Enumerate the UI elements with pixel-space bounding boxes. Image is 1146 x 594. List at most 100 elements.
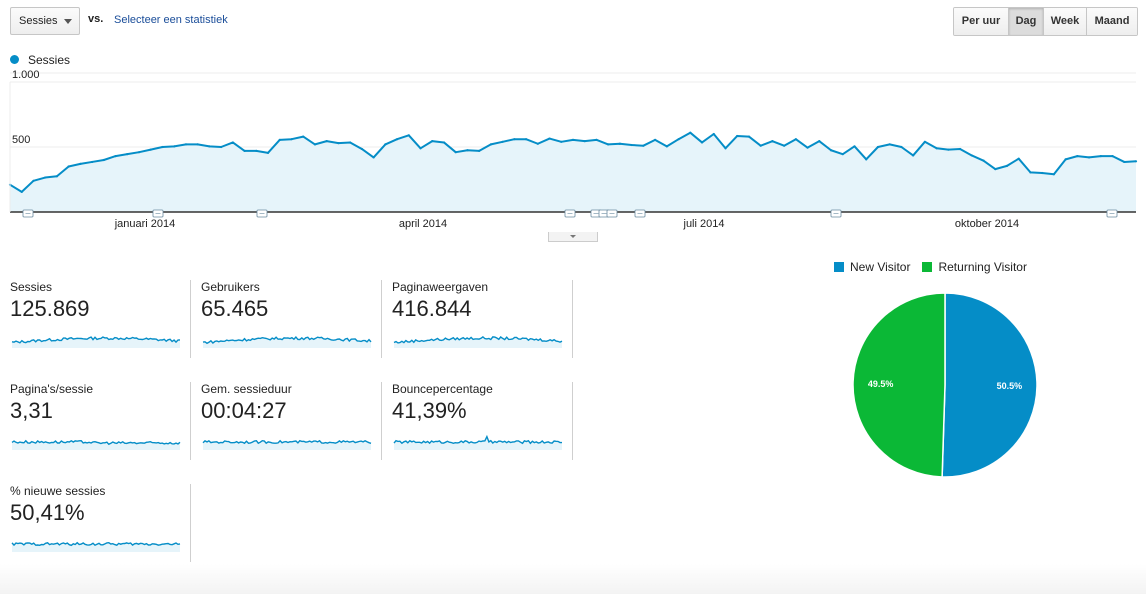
data-point[interactable]: [290, 138, 293, 141]
data-point[interactable]: [712, 132, 715, 136]
data-point[interactable]: [853, 145, 856, 148]
data-point[interactable]: [970, 154, 973, 157]
data-point[interactable]: [958, 147, 962, 151]
metric-select[interactable]: Sessies: [10, 7, 80, 35]
data-point[interactable]: [654, 138, 657, 141]
data-point[interactable]: [325, 140, 328, 143]
data-point[interactable]: [994, 168, 997, 171]
data-point[interactable]: [912, 154, 915, 157]
data-point[interactable]: [747, 135, 751, 138]
data-point[interactable]: [571, 138, 575, 141]
data-point[interactable]: [1111, 155, 1114, 158]
data-point[interactable]: [137, 151, 141, 154]
data-point[interactable]: [947, 148, 950, 151]
data-point[interactable]: [1017, 157, 1020, 160]
scorecard-pageviews[interactable]: Paginaweergaven 416.844: [392, 280, 564, 358]
data-point[interactable]: [360, 147, 363, 151]
data-point[interactable]: [618, 142, 622, 145]
data-point[interactable]: [55, 175, 59, 178]
data-point[interactable]: [349, 141, 352, 144]
period-month-button[interactable]: Maand: [1087, 8, 1137, 35]
period-day-button[interactable]: Dag: [1009, 8, 1044, 35]
data-point[interactable]: [243, 149, 246, 152]
data-point[interactable]: [724, 147, 727, 150]
annotation-marker-icon[interactable]: [22, 209, 34, 218]
data-point[interactable]: [196, 143, 199, 146]
data-point[interactable]: [44, 176, 47, 179]
scorecard-pages-per-session[interactable]: Pagina's/sessie 3,31: [10, 382, 182, 460]
scorecard-avg-session-duration[interactable]: Gem. sessieduur 00:04:27: [201, 382, 373, 460]
data-point[interactable]: [278, 138, 281, 141]
legend-item-returning-visitor[interactable]: Returning Visitor: [922, 260, 1027, 274]
annotation-marker-icon[interactable]: [256, 209, 268, 218]
data-point[interactable]: [865, 158, 868, 161]
data-point[interactable]: [1041, 171, 1044, 175]
scorecard-users[interactable]: Gebruikers 65.465: [201, 280, 373, 358]
data-point[interactable]: [888, 143, 891, 146]
pie-slice-returning-visitor[interactable]: [852, 292, 946, 478]
data-point[interactable]: [1064, 158, 1067, 161]
data-point[interactable]: [689, 131, 692, 134]
data-point[interactable]: [114, 155, 117, 158]
data-point[interactable]: [829, 149, 833, 152]
data-point[interactable]: [126, 153, 129, 156]
data-point[interactable]: [736, 134, 739, 138]
data-point[interactable]: [431, 140, 434, 143]
data-point[interactable]: [32, 179, 35, 182]
data-point[interactable]: [794, 138, 797, 141]
data-point[interactable]: [759, 144, 762, 147]
data-point[interactable]: [489, 143, 492, 146]
data-point[interactable]: [161, 145, 164, 149]
data-point[interactable]: [91, 160, 94, 164]
data-point[interactable]: [923, 140, 926, 143]
annotation-marker-icon[interactable]: [634, 209, 646, 218]
period-week-button[interactable]: Week: [1044, 8, 1087, 35]
data-point[interactable]: [642, 144, 645, 147]
data-point[interactable]: [783, 144, 786, 147]
data-point[interactable]: [771, 140, 774, 143]
data-point[interactable]: [255, 149, 258, 152]
data-point[interactable]: [313, 143, 317, 146]
annotation-marker-icon[interactable]: [564, 209, 576, 218]
data-point[interactable]: [173, 145, 176, 148]
data-point[interactable]: [454, 151, 457, 154]
data-point[interactable]: [630, 143, 633, 147]
data-point[interactable]: [560, 140, 563, 143]
expand-chart-handle[interactable]: [548, 232, 598, 242]
data-point[interactable]: [818, 140, 821, 143]
data-point[interactable]: [524, 138, 528, 141]
data-point[interactable]: [513, 138, 516, 141]
data-point[interactable]: [876, 145, 880, 149]
data-point[interactable]: [466, 149, 469, 152]
data-point[interactable]: [900, 145, 903, 149]
data-point[interactable]: [935, 147, 938, 150]
data-point[interactable]: [583, 140, 586, 143]
data-point[interactable]: [372, 156, 375, 159]
select-statistic-link[interactable]: Selecteer een statistiek: [114, 14, 228, 26]
scorecard-new-sessions[interactable]: % nieuwe sessies 50,41%: [10, 484, 182, 562]
data-point[interactable]: [1005, 164, 1009, 167]
data-point[interactable]: [478, 149, 481, 152]
data-point[interactable]: [982, 159, 985, 162]
data-point[interactable]: [337, 142, 340, 145]
data-point[interactable]: [395, 138, 399, 141]
scorecard-sessions[interactable]: Sessies 125.869: [10, 280, 182, 358]
data-point[interactable]: [1134, 160, 1138, 163]
data-point[interactable]: [1076, 155, 1079, 158]
data-point[interactable]: [102, 158, 105, 162]
data-point[interactable]: [266, 151, 270, 154]
data-point[interactable]: [1052, 173, 1055, 176]
data-point[interactable]: [665, 145, 668, 148]
data-point[interactable]: [841, 153, 844, 156]
period-hour-button[interactable]: Per uur: [954, 8, 1009, 35]
data-point[interactable]: [536, 142, 539, 145]
data-point[interactable]: [231, 141, 234, 144]
data-point[interactable]: [1087, 156, 1091, 159]
data-point[interactable]: [806, 146, 809, 149]
data-point[interactable]: [67, 165, 70, 168]
legend-item-new-visitor[interactable]: New Visitor: [834, 260, 910, 274]
data-point[interactable]: [1099, 155, 1102, 158]
data-point[interactable]: [548, 137, 551, 140]
data-point[interactable]: [208, 145, 211, 148]
annotation-marker-icon[interactable]: [1106, 209, 1118, 218]
